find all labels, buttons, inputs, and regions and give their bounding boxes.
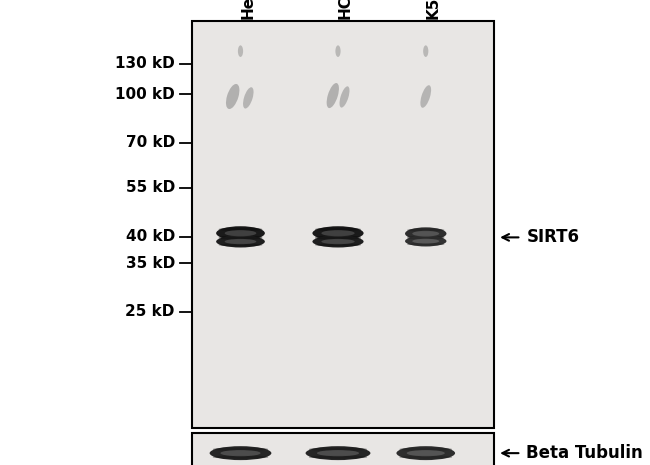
Ellipse shape: [405, 227, 447, 240]
Ellipse shape: [315, 243, 361, 246]
Ellipse shape: [313, 226, 363, 240]
Ellipse shape: [396, 446, 455, 460]
Ellipse shape: [423, 45, 428, 57]
Ellipse shape: [315, 227, 361, 231]
Text: K562: K562: [426, 0, 441, 19]
Ellipse shape: [218, 237, 263, 240]
Ellipse shape: [407, 243, 445, 246]
Ellipse shape: [243, 87, 254, 108]
Ellipse shape: [407, 450, 445, 456]
Text: 25 kD: 25 kD: [125, 304, 175, 319]
Ellipse shape: [335, 45, 341, 57]
Ellipse shape: [317, 450, 359, 456]
Text: 40 kD: 40 kD: [125, 229, 175, 244]
Text: 55 kD: 55 kD: [125, 180, 175, 195]
Ellipse shape: [315, 237, 361, 240]
Ellipse shape: [225, 230, 256, 236]
Text: 70 kD: 70 kD: [125, 135, 175, 151]
Ellipse shape: [313, 236, 363, 247]
Ellipse shape: [216, 236, 265, 247]
Text: HCT116: HCT116: [338, 0, 353, 19]
Text: HeLa: HeLa: [240, 0, 255, 19]
Ellipse shape: [321, 230, 355, 236]
Ellipse shape: [407, 228, 445, 232]
Ellipse shape: [327, 83, 339, 108]
Text: Beta Tubulin: Beta Tubulin: [526, 444, 644, 462]
Ellipse shape: [339, 86, 350, 107]
Ellipse shape: [309, 455, 367, 459]
Text: 35 kD: 35 kD: [125, 255, 175, 271]
Ellipse shape: [218, 243, 263, 246]
Ellipse shape: [306, 446, 370, 460]
Ellipse shape: [407, 236, 445, 239]
Text: 100 kD: 100 kD: [115, 86, 175, 102]
Ellipse shape: [399, 455, 452, 459]
Ellipse shape: [421, 85, 431, 108]
Ellipse shape: [220, 450, 261, 456]
Bar: [192, 433, 494, 465]
Text: SIRT6: SIRT6: [526, 228, 580, 246]
Ellipse shape: [216, 226, 265, 240]
Ellipse shape: [226, 84, 239, 109]
Ellipse shape: [213, 447, 268, 451]
Text: 130 kD: 130 kD: [115, 56, 175, 71]
Ellipse shape: [218, 235, 263, 239]
Ellipse shape: [407, 237, 445, 239]
Ellipse shape: [315, 235, 361, 239]
Ellipse shape: [213, 455, 268, 459]
Ellipse shape: [238, 45, 243, 57]
Ellipse shape: [412, 239, 439, 244]
Ellipse shape: [225, 239, 256, 244]
Ellipse shape: [412, 231, 439, 236]
Bar: [192, 21, 494, 428]
Ellipse shape: [321, 239, 355, 244]
Ellipse shape: [209, 446, 272, 460]
Ellipse shape: [399, 447, 452, 451]
Ellipse shape: [218, 227, 263, 231]
Ellipse shape: [309, 447, 367, 451]
Ellipse shape: [405, 236, 447, 246]
